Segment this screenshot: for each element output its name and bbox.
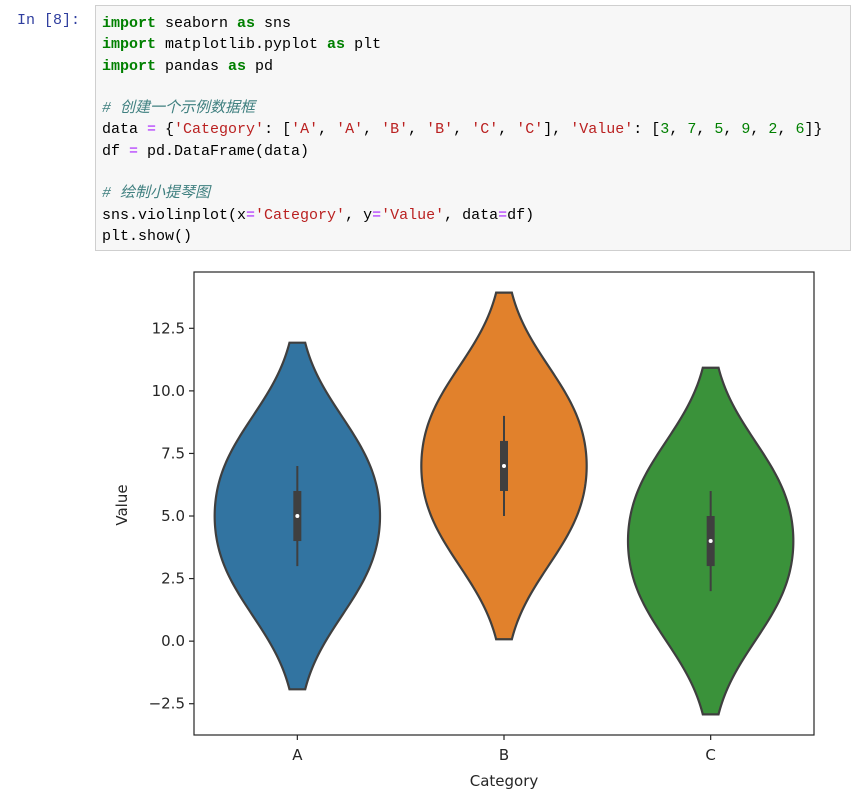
code-line: import pandas as pd <box>102 57 274 75</box>
code-block: # 创建一个示例数据框 data = {'Category': ['A', 'A'… <box>102 98 844 162</box>
code-line: import seaborn as sns <box>102 15 292 32</box>
y-tick-label: −2.5 <box>149 695 185 713</box>
code-line: # 创建一个示例数据框 <box>102 100 256 118</box>
code-line: plt.show() <box>102 227 193 245</box>
median <box>708 539 713 544</box>
x-axis-label: Category <box>470 772 539 790</box>
y-tick-label: 7.5 <box>161 444 185 462</box>
x-tick-label: A <box>292 746 303 764</box>
y-tick-label: 0.0 <box>161 632 185 650</box>
y-tick-label: 5.0 <box>161 507 185 525</box>
code-line: data = {'Category': ['A', 'A', 'B', 'B',… <box>102 121 823 139</box>
y-axis-label: Value <box>113 484 131 525</box>
code-block: import seaborn as sns import matplotlib.p… <box>102 13 844 77</box>
code-line: sns.violinplot(x='Category', y='Value', … <box>102 206 535 224</box>
median <box>502 463 506 468</box>
y-tick-label: 2.5 <box>161 570 185 588</box>
code-line: # 绘制小提琴图 <box>102 185 211 203</box>
code-block: # 绘制小提琴图 sns.violinplot(x='Category', y='… <box>102 183 844 247</box>
cell-prompt: In [8]: <box>17 12 81 29</box>
code-cell[interactable]: import seaborn as sns import matplotlib.p… <box>95 5 851 251</box>
x-tick-label: B <box>499 746 509 764</box>
x-tick-label: C <box>705 746 715 764</box>
code-line: import matplotlib.pyplot as plt <box>102 36 382 54</box>
code-line: df = pd.DataFrame(data) <box>102 142 310 160</box>
y-tick-label: 12.5 <box>152 319 185 337</box>
median <box>295 514 300 519</box>
y-tick-label: 10.0 <box>152 382 185 400</box>
